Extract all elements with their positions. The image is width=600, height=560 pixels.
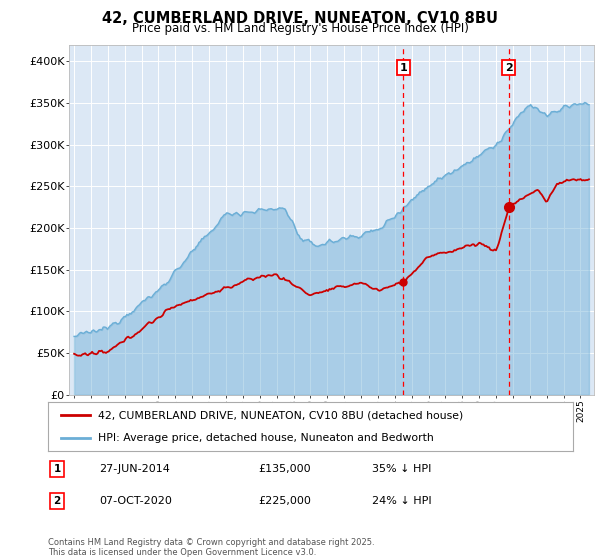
Text: 42, CUMBERLAND DRIVE, NUNEATON, CV10 8BU: 42, CUMBERLAND DRIVE, NUNEATON, CV10 8BU [102,11,498,26]
Text: 42, CUMBERLAND DRIVE, NUNEATON, CV10 8BU (detached house): 42, CUMBERLAND DRIVE, NUNEATON, CV10 8BU… [98,410,463,421]
Text: 1: 1 [53,464,61,474]
Text: £135,000: £135,000 [258,464,311,474]
Text: HPI: Average price, detached house, Nuneaton and Bedworth: HPI: Average price, detached house, Nune… [98,433,434,444]
Text: 2: 2 [53,496,61,506]
Text: 2: 2 [505,63,512,73]
Text: 1: 1 [400,63,407,73]
Text: 27-JUN-2014: 27-JUN-2014 [99,464,170,474]
Text: 24% ↓ HPI: 24% ↓ HPI [372,496,431,506]
Text: 35% ↓ HPI: 35% ↓ HPI [372,464,431,474]
Text: 07-OCT-2020: 07-OCT-2020 [99,496,172,506]
Text: Price paid vs. HM Land Registry's House Price Index (HPI): Price paid vs. HM Land Registry's House … [131,22,469,35]
Text: Contains HM Land Registry data © Crown copyright and database right 2025.
This d: Contains HM Land Registry data © Crown c… [48,538,374,557]
Text: £225,000: £225,000 [258,496,311,506]
